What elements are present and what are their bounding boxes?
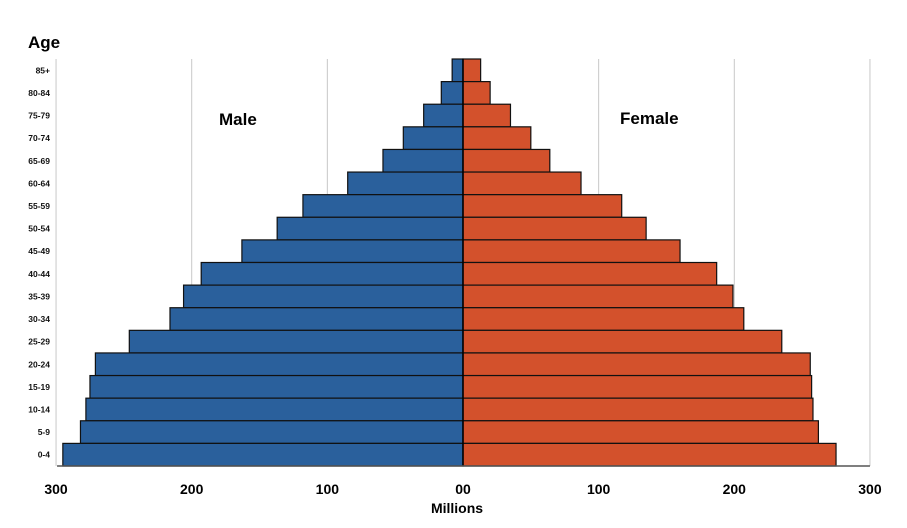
- bar-female: [462, 307, 745, 331]
- bar-male: [169, 307, 464, 331]
- x-tick-label: 200: [723, 481, 747, 497]
- bar-male: [241, 239, 464, 264]
- age-tick-label: 20-24: [28, 359, 50, 369]
- x-tick-label: 100: [316, 481, 340, 497]
- bar-female: [462, 352, 811, 377]
- bar-male: [79, 420, 464, 444]
- age-tick-label: 85+: [36, 65, 50, 75]
- age-tick-label: 10-14: [28, 404, 50, 414]
- bar-male: [440, 81, 464, 105]
- bar-female: [462, 171, 582, 196]
- bar-male: [347, 171, 464, 196]
- bar-female: [462, 284, 734, 309]
- bar-male: [128, 329, 464, 354]
- age-tick-label: 60-64: [28, 178, 50, 188]
- female-label: Female: [620, 109, 679, 128]
- bar-male: [276, 216, 464, 241]
- bar-male: [423, 103, 464, 128]
- bar-male: [62, 442, 464, 467]
- bar-male: [85, 397, 464, 422]
- bar-female: [462, 194, 623, 218]
- bar-female: [462, 216, 647, 241]
- age-tick-label: 0-4: [38, 450, 51, 460]
- bar-female: [462, 374, 813, 399]
- bar-male: [182, 284, 464, 309]
- bar-female: [462, 103, 512, 128]
- age-tick-label: 75-79: [28, 111, 50, 121]
- bar-male: [402, 126, 464, 151]
- age-tick-label: 5-9: [38, 427, 51, 437]
- bar-female: [462, 126, 532, 151]
- age-tick-label: 80-84: [28, 88, 50, 98]
- age-tick-labels: 85+ 80-84 75-79 70-74 65-69 60-64 55-59 50-54 45…: [28, 65, 50, 459]
- bar-male: [382, 148, 464, 173]
- bar-male: [89, 374, 464, 399]
- x-tick-label: 00: [455, 481, 471, 497]
- bar-female: [462, 148, 551, 173]
- bar-female: [462, 58, 482, 83]
- x-tick-label: 100: [587, 481, 611, 497]
- bar-male: [94, 352, 464, 377]
- age-tick-label: 70-74: [28, 133, 50, 143]
- age-tick-label: 50-54: [28, 224, 50, 234]
- male-label: Male: [219, 110, 257, 129]
- bar-female: [462, 397, 814, 422]
- age-tick-label: 35-39: [28, 291, 50, 301]
- bar-female: [462, 329, 783, 354]
- bar-female: [462, 420, 820, 444]
- bar-male: [200, 261, 464, 286]
- bar-male: [451, 58, 464, 83]
- x-tick-labels: 300 200 100 00 100 200 300: [44, 481, 881, 497]
- age-tick-label: 30-34: [28, 314, 50, 324]
- bar-male: [302, 194, 464, 218]
- bar-female: [462, 239, 681, 264]
- age-tick-label: 40-44: [28, 269, 50, 279]
- bar-female: [462, 261, 718, 286]
- age-tick-label: 65-69: [28, 156, 50, 166]
- y-axis-title: Age: [28, 33, 60, 52]
- bars: [62, 58, 837, 467]
- x-tick-label: 200: [180, 481, 204, 497]
- x-axis-title: Millions: [431, 500, 483, 516]
- bar-female: [462, 81, 491, 105]
- age-tick-label: 15-19: [28, 382, 50, 392]
- x-tick-label: 300: [44, 481, 68, 497]
- age-tick-label: 55-59: [28, 201, 50, 211]
- age-tick-label: 25-29: [28, 337, 50, 347]
- x-tick-label: 300: [858, 481, 882, 497]
- age-tick-label: 45-49: [28, 246, 50, 256]
- bar-female: [462, 442, 837, 467]
